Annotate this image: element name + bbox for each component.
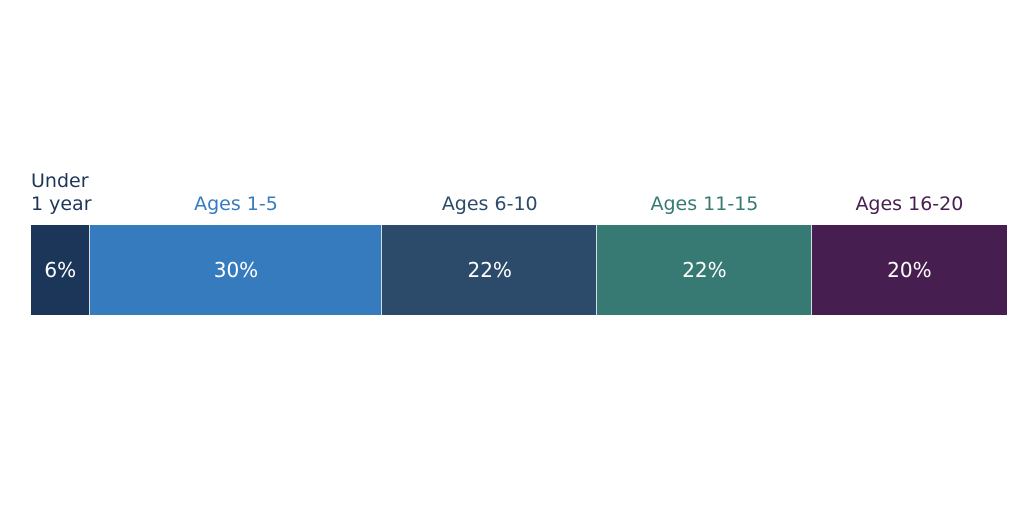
category-label: Ages 11-15 [650,193,759,215]
bar-segment [31,225,90,315]
value-label: 6% [44,258,77,282]
category-label: Ages 1-5 [194,193,278,215]
category-label: Ages 6-10 [441,193,538,215]
category-label: Under 1 year [31,170,92,215]
value-label: 22% [467,258,512,282]
category-label: Ages 16-20 [855,193,964,215]
value-label: 20% [887,258,932,282]
value-label: 30% [213,258,259,282]
bar-segment [89,225,383,315]
bar-segment [811,225,1007,315]
bar-segment [382,225,598,315]
bar-segment [597,225,812,315]
value-label: 22% [682,258,727,282]
